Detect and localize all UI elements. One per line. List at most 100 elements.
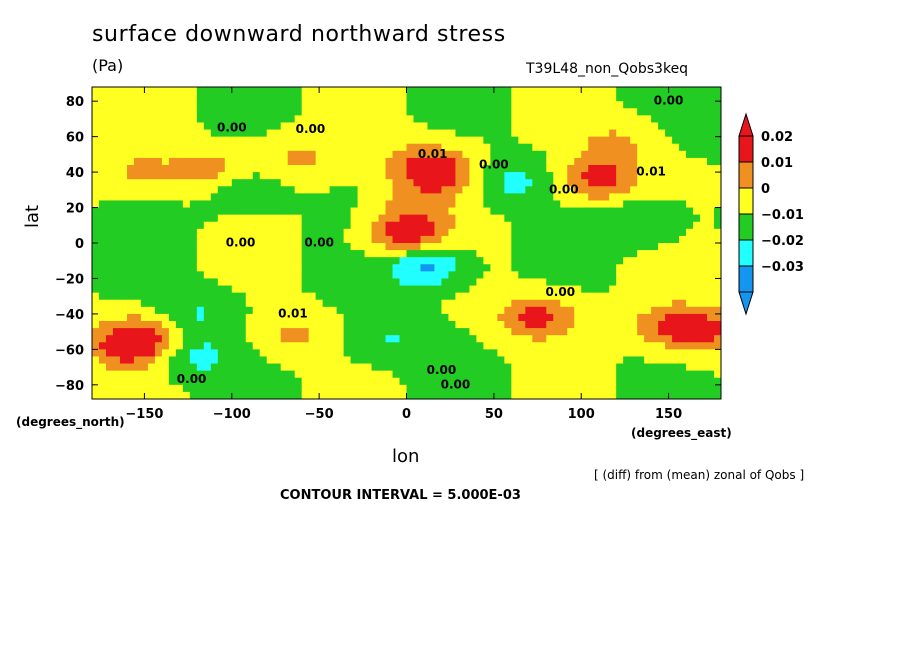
field-cell (301, 186, 310, 194)
field-cell (105, 129, 114, 138)
field-cell (609, 271, 617, 279)
field-cell (413, 179, 421, 187)
field-cell (441, 179, 449, 187)
field-cell (630, 200, 638, 208)
field-cell (602, 243, 610, 251)
field-cell (161, 207, 170, 216)
field-cell (182, 207, 191, 216)
field-cell (490, 143, 498, 152)
field-cell (301, 321, 310, 329)
field-cell (224, 306, 233, 315)
field-cell (511, 349, 519, 357)
chart-title: surface downward northward stress (92, 22, 506, 47)
colorbar-top-arrow (738, 112, 754, 137)
field-cell (413, 122, 421, 130)
field-cell (92, 257, 100, 265)
field-cell (658, 313, 666, 322)
field-cell (532, 313, 540, 322)
field-cell (217, 108, 226, 116)
field-cell (462, 370, 470, 379)
field-cell (420, 200, 428, 208)
field-cell (686, 129, 694, 138)
field-cell (427, 193, 435, 201)
field-cell (315, 143, 324, 152)
field-cell (133, 285, 142, 294)
field-cell (105, 292, 114, 301)
field-cell (259, 264, 268, 272)
field-cell (539, 313, 547, 322)
field-cell (182, 264, 191, 272)
field-cell (196, 87, 205, 95)
field-cell (168, 228, 177, 237)
field-cell (595, 356, 603, 364)
field-cell (161, 186, 170, 194)
field-cell (714, 200, 722, 208)
field-cell (686, 363, 694, 372)
field-cell (112, 313, 121, 322)
y-tick-label: 40 (66, 166, 84, 181)
field-cell (392, 363, 400, 372)
field-cell (546, 384, 554, 393)
field-cell (553, 214, 561, 223)
field-cell (413, 384, 421, 393)
field-cell (210, 94, 219, 102)
colorbar-band (738, 161, 754, 189)
field-cell (105, 150, 114, 159)
field-cell (455, 243, 463, 251)
field-cell (161, 94, 170, 102)
field-cell (336, 150, 344, 159)
field-cell (581, 356, 589, 364)
field-cell (686, 157, 694, 166)
field-cell (336, 179, 344, 187)
field-cell (287, 235, 296, 244)
field-cell (294, 150, 303, 159)
field-cell (357, 122, 365, 130)
field-cell (133, 278, 142, 286)
field-cell (231, 207, 240, 216)
field-cell (665, 235, 673, 244)
field-cell (574, 384, 582, 393)
field-cell (588, 122, 596, 130)
field-cell (371, 150, 379, 159)
field-cell (630, 299, 638, 308)
field-cell (546, 243, 554, 251)
field-cell (98, 370, 107, 379)
field-cell (672, 306, 680, 315)
field-cell (546, 391, 554, 400)
field-cell (231, 292, 240, 301)
field-cell (539, 136, 547, 145)
field-cell (672, 228, 680, 237)
field-cell (483, 143, 491, 152)
field-cell (210, 335, 219, 343)
field-cell (574, 150, 582, 159)
field-cell (637, 356, 645, 364)
field-cell (147, 377, 156, 386)
field-cell (315, 94, 324, 102)
field-cell (651, 377, 659, 386)
field-cell (399, 384, 407, 393)
field-cell (224, 157, 233, 166)
field-cell (672, 243, 680, 251)
field-cell (497, 179, 505, 187)
field-cell (343, 306, 351, 315)
field-cell (686, 264, 694, 272)
field-cell (637, 143, 645, 152)
field-cell (574, 321, 582, 329)
field-cell (105, 370, 114, 379)
field-cell (497, 306, 505, 315)
field-cell (658, 384, 666, 393)
field-cell (448, 391, 456, 400)
field-cell (686, 172, 694, 180)
field-cell (203, 228, 212, 237)
field-cell (399, 186, 407, 194)
field-cell (182, 335, 191, 343)
field-cell (231, 391, 240, 400)
field-cell (672, 101, 680, 109)
field-cell (574, 285, 582, 294)
field-cell (119, 87, 128, 95)
field-cell (189, 235, 198, 244)
field-cell (133, 207, 142, 216)
field-cell (476, 108, 484, 116)
field-cell (546, 150, 554, 159)
field-cell (182, 235, 191, 244)
